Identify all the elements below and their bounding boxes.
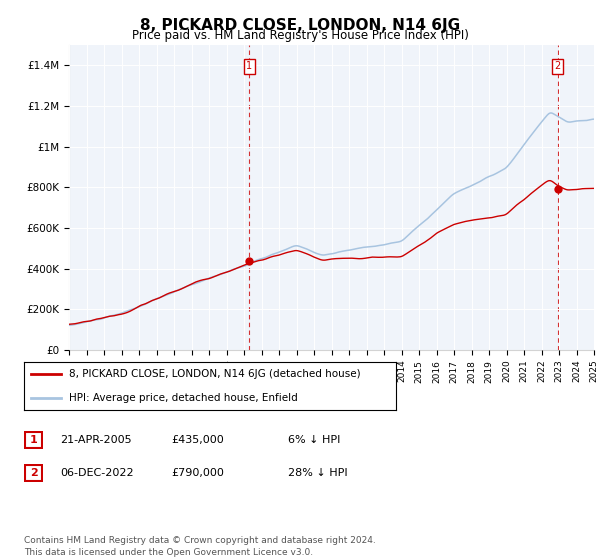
Text: £435,000: £435,000 [171, 435, 224, 445]
FancyBboxPatch shape [25, 432, 42, 447]
Text: 6% ↓ HPI: 6% ↓ HPI [288, 435, 340, 445]
Text: Contains HM Land Registry data © Crown copyright and database right 2024.
This d: Contains HM Land Registry data © Crown c… [24, 536, 376, 557]
Text: 8, PICKARD CLOSE, LONDON, N14 6JG: 8, PICKARD CLOSE, LONDON, N14 6JG [140, 18, 460, 33]
Text: 2: 2 [30, 468, 37, 478]
Text: 2: 2 [554, 61, 561, 71]
Text: 06-DEC-2022: 06-DEC-2022 [60, 468, 134, 478]
Text: HPI: Average price, detached house, Enfield: HPI: Average price, detached house, Enfi… [68, 393, 298, 403]
Text: 8, PICKARD CLOSE, LONDON, N14 6JG (detached house): 8, PICKARD CLOSE, LONDON, N14 6JG (detac… [68, 369, 360, 379]
Text: 1: 1 [246, 61, 253, 71]
Text: £790,000: £790,000 [171, 468, 224, 478]
Text: 1: 1 [30, 435, 37, 445]
Text: 28% ↓ HPI: 28% ↓ HPI [288, 468, 347, 478]
Text: Price paid vs. HM Land Registry's House Price Index (HPI): Price paid vs. HM Land Registry's House … [131, 29, 469, 42]
Text: 21-APR-2005: 21-APR-2005 [60, 435, 131, 445]
FancyBboxPatch shape [25, 465, 42, 481]
